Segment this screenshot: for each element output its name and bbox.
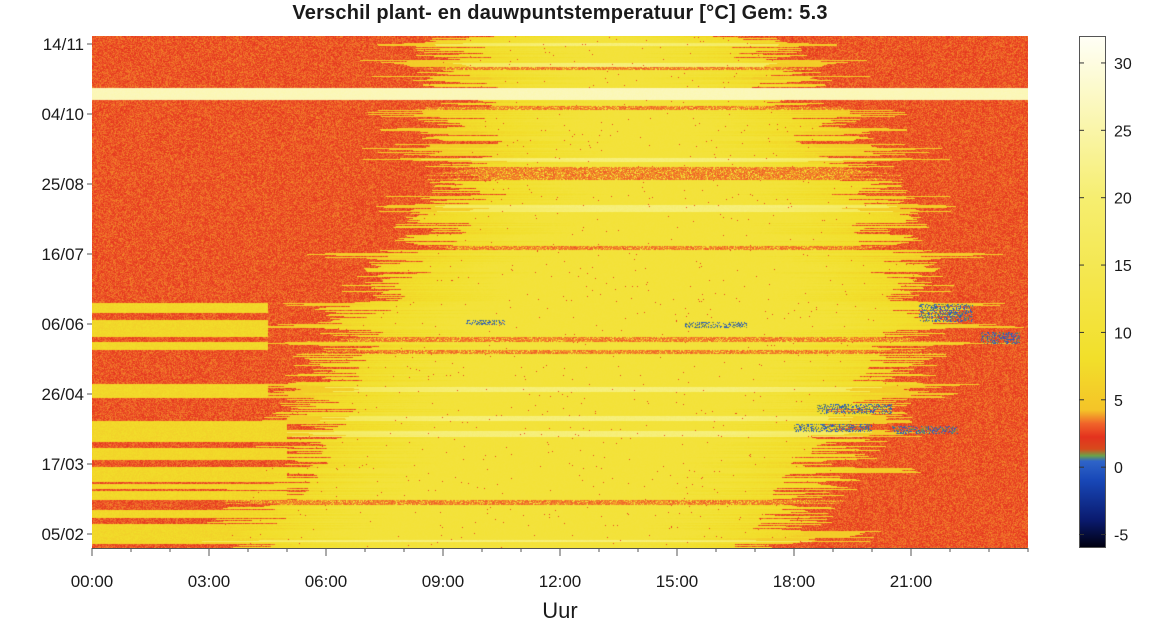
colorbar-tick-label: 15 [1114, 258, 1132, 275]
y-tick-label: 06/06 [41, 315, 84, 334]
x-tick-label: 21:00 [890, 572, 933, 591]
x-axis: 00:00 03:00 06:00 09:00 12:00 15:00 18:00 21:00 [71, 548, 1029, 591]
y-tick-label: 04/10 [41, 105, 84, 124]
x-tick-label: 15:00 [656, 572, 699, 591]
x-tick-label: 09:00 [422, 572, 465, 591]
y-tick-label: 25/08 [41, 175, 84, 194]
colorbar-tick-label: 5 [1114, 393, 1123, 410]
y-tick-label: 26/04 [41, 385, 84, 404]
heatmap-cells [92, 36, 1028, 548]
colorbar [1079, 36, 1106, 548]
y-tick-label: 16/07 [41, 245, 84, 264]
chart-title: Verschil plant- en dauwpuntstemperatuur … [292, 2, 828, 24]
x-tick-label: 00:00 [71, 572, 114, 591]
x-tick-label: 06:00 [305, 572, 348, 591]
x-axis-label: Uur [542, 598, 577, 623]
colorbar-tick-label: 0 [1114, 460, 1123, 477]
colorbar-tick-label: 10 [1114, 325, 1132, 342]
y-tick-label: 14/11 [43, 35, 84, 54]
x-tick-label: 18:00 [773, 572, 816, 591]
colorbar-axis: 30 25 20 15 10 5 0 -5 [1079, 56, 1132, 545]
colorbar-tick-label: 25 [1114, 123, 1132, 140]
heatmap-plot-area [92, 36, 1028, 548]
colorbar-tick-label: -5 [1114, 528, 1128, 545]
y-tick-label: 17/03 [41, 455, 84, 474]
x-tick-label: 12:00 [539, 572, 582, 591]
y-axis: 14/11 04/10 25/08 16/07 06/06 26/04 17/03 05/02 [41, 35, 92, 544]
colorbar-tick-label: 20 [1114, 191, 1132, 208]
y-tick-label: 05/02 [41, 525, 84, 544]
x-tick-label: 03:00 [188, 572, 231, 591]
colorbar-tick-label: 30 [1114, 56, 1132, 73]
